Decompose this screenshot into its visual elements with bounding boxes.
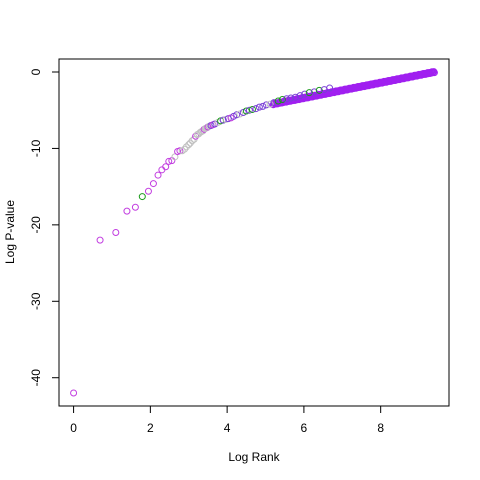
scatter-point xyxy=(181,145,189,153)
scatter-point xyxy=(259,102,267,110)
x-axis-label: Log Rank xyxy=(228,450,280,464)
scatter-point xyxy=(236,110,244,118)
scatter-point xyxy=(182,143,190,151)
scatter-point xyxy=(291,93,299,101)
scatter-point xyxy=(310,88,318,96)
scatter-point xyxy=(262,101,270,109)
y-tick-label: -10 xyxy=(29,139,43,157)
scatter-point xyxy=(430,69,438,77)
scatter-point xyxy=(149,180,157,188)
scatter-point xyxy=(165,157,173,165)
scatter-point xyxy=(138,193,146,201)
scatter-point xyxy=(176,147,184,155)
scatter-point xyxy=(144,187,152,195)
scatter-point xyxy=(326,84,334,92)
scatter-point xyxy=(70,389,78,397)
x-tick-label: 2 xyxy=(147,421,154,435)
scatter-point xyxy=(270,99,278,107)
x-tick-label: 8 xyxy=(377,421,384,435)
scatter-point xyxy=(245,106,253,114)
scatter-point xyxy=(287,94,295,102)
scatter-point xyxy=(296,92,304,100)
y-tick-label: -20 xyxy=(29,216,43,234)
x-tick-label: 0 xyxy=(70,421,77,435)
y-tick-label: -40 xyxy=(29,369,43,387)
scatter-point xyxy=(171,153,179,161)
scatter-point xyxy=(162,163,170,171)
scatter-point xyxy=(305,89,313,97)
scatter-point xyxy=(283,95,291,103)
scatter-point xyxy=(154,171,162,179)
scatter-point xyxy=(123,207,131,215)
scatter-point xyxy=(248,105,256,113)
x-tick-label: 6 xyxy=(301,421,308,435)
scatter-point xyxy=(131,203,139,211)
scatter-point xyxy=(301,90,309,98)
points-layer xyxy=(70,68,438,397)
y-tick-label: -30 xyxy=(29,292,43,310)
scatter-point xyxy=(252,105,260,113)
scatter-point xyxy=(255,103,263,111)
y-axis-label: Log P-value xyxy=(3,200,17,264)
scatter-point xyxy=(188,137,196,145)
y-tick-label: 0 xyxy=(29,68,43,75)
scatter-point xyxy=(185,141,193,149)
scatter-point xyxy=(233,111,241,119)
scatter-point xyxy=(186,139,194,147)
x-tick-label: 4 xyxy=(224,421,231,435)
scatter-point xyxy=(278,96,286,104)
x-axis: 0 2 4 6 8 xyxy=(70,405,384,435)
scatter-point xyxy=(96,236,104,244)
scatter-point xyxy=(315,86,323,94)
scatter-point xyxy=(112,229,120,236)
scatter-point xyxy=(274,97,282,105)
scatter-point xyxy=(266,100,274,108)
y-axis: 0 -10 -20 -30 -40 xyxy=(29,68,60,387)
